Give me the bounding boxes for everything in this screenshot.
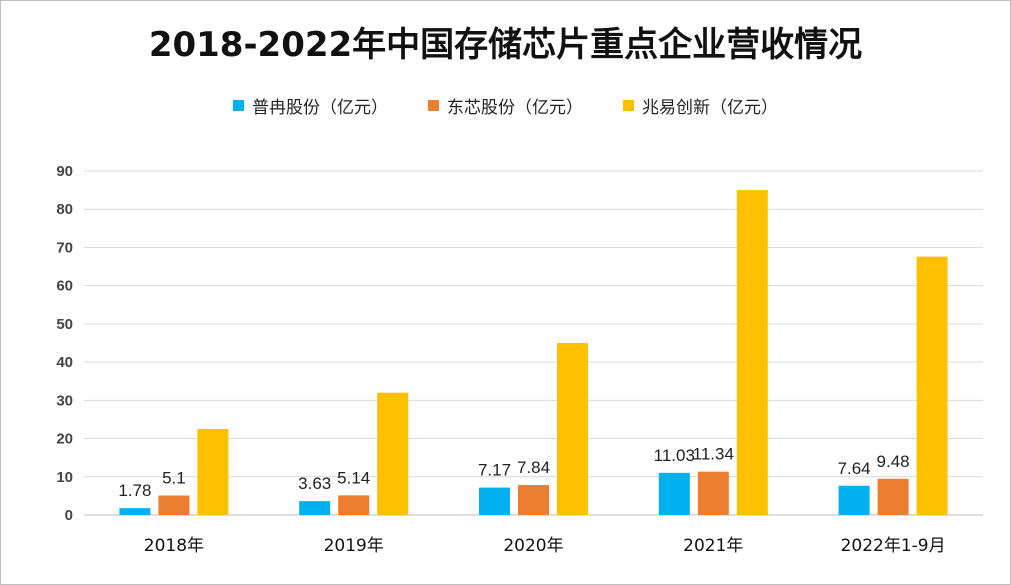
y-tick-label: 80 [56,201,73,218]
data-label-s1-c2: 7.84 [517,458,550,477]
bar-s1-c4 [877,478,909,515]
legend-item-zhaoyi: 兆易创新（亿元） [623,93,778,118]
bar-s0-c4 [838,485,870,515]
y-tick-label: 50 [56,316,73,333]
bar-s2-c1 [377,392,409,515]
x-tick-label: 2019年 [324,536,384,556]
y-tick-label: 40 [56,354,73,371]
y-tick-label: 60 [56,278,73,295]
y-tick-label: 20 [56,431,73,448]
bar-s0-c1 [299,501,331,515]
legend-swatch-puran [233,100,244,111]
legend-item-puran: 普冉股份（亿元） [233,93,388,118]
bar-s1-c0 [158,495,190,515]
data-label-s1-c4: 9.48 [877,452,910,471]
bar-s0-c2 [479,487,510,515]
bar-s0-c0 [119,508,151,515]
y-tick-label: 70 [56,239,73,256]
bar-s2-c3 [736,190,768,515]
bar-s2-c0 [197,429,229,515]
data-label-s1-c0: 5.1 [162,469,186,488]
x-tick-label: 2021年 [683,536,743,556]
legend-item-dongxin: 东芯股份（亿元） [428,93,583,118]
y-tick-label: 90 [56,163,73,180]
data-label-s0-c1: 3.63 [298,474,331,493]
legend-label-puran: 普冉股份（亿元） [252,98,388,118]
bar-s2-c4 [916,256,948,515]
legend: 普冉股份（亿元） 东芯股份（亿元） 兆易创新（亿元） [1,93,1010,118]
data-label-s0-c4: 7.64 [838,459,871,478]
legend-swatch-dongxin [428,100,439,111]
x-tick-label: 2018年 [144,536,204,556]
data-label-s1-c1: 5.14 [337,468,370,487]
data-label-s0-c3: 11.03 [654,446,695,465]
data-label-s0-c2: 7.17 [478,461,511,480]
data-label-s0-c0: 1.78 [118,481,151,500]
legend-label-zhaoyi: 兆易创新（亿元） [642,98,778,118]
data-label-s1-c3: 11.34 [693,445,734,464]
y-tick-label: 0 [65,507,73,524]
legend-swatch-zhaoyi [623,100,634,111]
bar-s0-c3 [658,472,690,515]
y-tick-label: 10 [56,469,73,486]
bar-s2-c2 [557,343,588,515]
x-tick-label: 2022年1-9月 [841,536,946,556]
chart-title: 2018-2022年中国存储芯片重点企业营收情况 [148,25,863,65]
bar-s1-c1 [338,495,370,515]
y-tick-label: 30 [56,392,73,409]
x-tick-label: 2020年 [503,536,563,556]
legend-label-dongxin: 东芯股份（亿元） [447,98,583,118]
bar-s1-c3 [697,471,729,515]
bar-s1-c2 [518,485,549,515]
